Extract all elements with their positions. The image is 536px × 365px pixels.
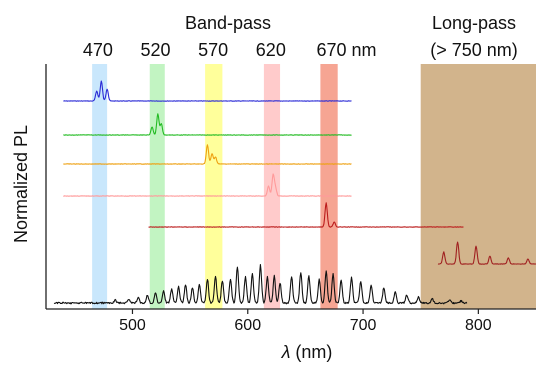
x-tick-label-500: 500 (119, 317, 146, 334)
spectrum-5 (148, 202, 464, 228)
spectra-series (53, 80, 536, 305)
y-axis-label: Normalized PL (11, 125, 31, 243)
x-axis-label-unit: (nm) (290, 342, 332, 362)
axes (45, 64, 536, 310)
header-longpass-sub: (> 750 nm) (430, 40, 518, 60)
x-tick-label-800: 800 (465, 317, 492, 334)
x-ticks: 500 600 700 800 (119, 309, 492, 334)
filter-label-670: 670 nm (316, 40, 376, 60)
spectrum-6 (437, 241, 536, 265)
spectrum-3 (63, 144, 352, 165)
filter-label-520: 520 (141, 40, 171, 60)
header-longpass: Long-pass (432, 13, 516, 33)
filter-label-470: 470 (83, 40, 113, 60)
header-bandpass: Band-pass (185, 13, 271, 33)
filter-label-620: 620 (256, 40, 286, 60)
longpass-filter (420, 64, 536, 309)
bandpass-filter-670 (320, 64, 338, 309)
bandpass-filter-570 (205, 64, 223, 309)
bandpass-filter-470 (92, 64, 108, 309)
spectrum-7 (53, 264, 468, 305)
x-axis-label: λ (nm) (281, 342, 333, 362)
x-tick-label-600: 600 (234, 317, 261, 334)
spectrum-4 (63, 173, 352, 197)
spectrum-1 (63, 80, 352, 102)
x-axis-label-symbol: λ (281, 342, 291, 362)
bandpass-filter-520 (149, 64, 165, 309)
x-tick-label-700: 700 (350, 317, 377, 334)
filter-labels: 470 520 570 620 670 nm (83, 40, 377, 60)
spectrum-2 (63, 113, 352, 136)
filter-label-570: 570 (198, 40, 228, 60)
